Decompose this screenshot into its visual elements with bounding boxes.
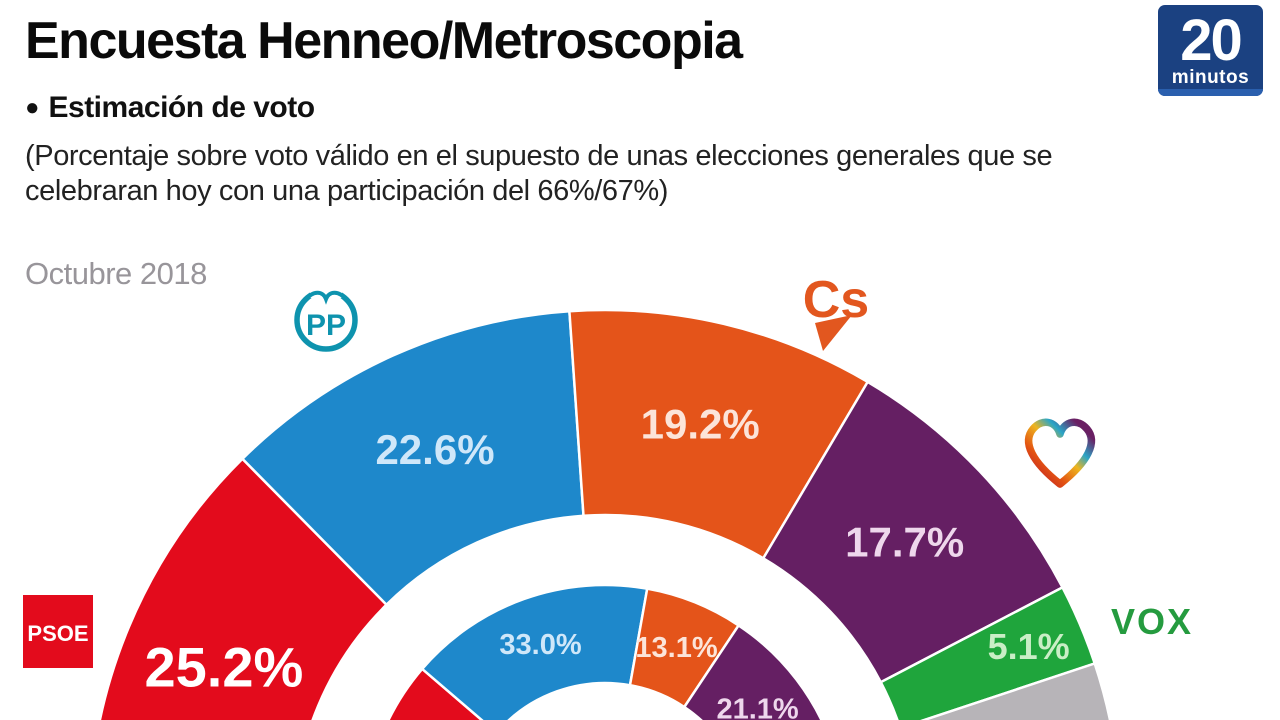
- outer-segment-psoe: [98, 457, 389, 720]
- inner-value-label-unidos-podemos: 21.1%: [716, 694, 798, 720]
- section-row: ● Estimación de voto: [25, 91, 1135, 125]
- vox-logo: VOX: [1111, 601, 1193, 642]
- pp-logo-text: PP: [306, 309, 346, 342]
- bullet-icon: ●: [25, 93, 40, 121]
- outer-value-label-vox: 5.1%: [988, 626, 1070, 667]
- pp-bird-icon: [304, 290, 348, 305]
- cs-logo: Cs: [803, 271, 869, 351]
- date-label: Octubre 2018: [25, 256, 207, 291]
- section-label: Estimación de voto: [48, 90, 316, 124]
- header: Encuesta Henneo/Metroscopia ● Estimación…: [25, 14, 1135, 209]
- outer-value-label-psoe: 25.2%: [145, 635, 304, 698]
- psoe-logo-text: PSOE: [27, 621, 88, 646]
- brand-name: minutos: [1171, 67, 1250, 88]
- outer-segment-otros: [920, 661, 1112, 720]
- brand-strip: [1158, 89, 1263, 96]
- pp-logo-gap: [310, 286, 342, 298]
- inner-segment-unidos-podemos: [682, 623, 823, 720]
- inner-value-label-cs: 13.1%: [635, 632, 717, 664]
- outer-value-label-cs: 19.2%: [641, 401, 760, 448]
- chart-subtitle: (Porcentaje sobre voto válido en el supu…: [25, 139, 1053, 207]
- inner-value-label-pp: 33.0%: [499, 629, 581, 661]
- 20minutos-logo: 20 minutos: [1158, 5, 1263, 96]
- outer-ring: 25.2% 22.6% 19.2% 17.7% 5.1%: [98, 308, 1112, 720]
- podemos-heart-icon: [1024, 418, 1096, 488]
- cs-triangle-icon: [815, 315, 852, 351]
- psoe-box: [23, 595, 93, 668]
- outer-value-label-pp: 22.6%: [375, 426, 494, 473]
- psoe-label-box: PSOE: [23, 595, 93, 668]
- inner-segment-pp: [420, 583, 649, 720]
- outer-value-label-unidos-podemos: 17.7%: [845, 518, 964, 565]
- rings-layer: 25.2% 22.6% 19.2% 17.7% 5.1% 33.0% 13.1% 21.1%: [98, 308, 1112, 720]
- pp-logo: PP: [294, 286, 358, 352]
- page-title: Encuesta Henneo/Metroscopia: [25, 12, 743, 70]
- brand-number: 20: [1180, 8, 1242, 73]
- inner-ring: 33.0% 13.1% 21.1%: [387, 583, 823, 720]
- vox-logo-text: VOX: [1111, 601, 1193, 642]
- party-logos-layer: PP Cs VOX PSOE: [23, 271, 1193, 668]
